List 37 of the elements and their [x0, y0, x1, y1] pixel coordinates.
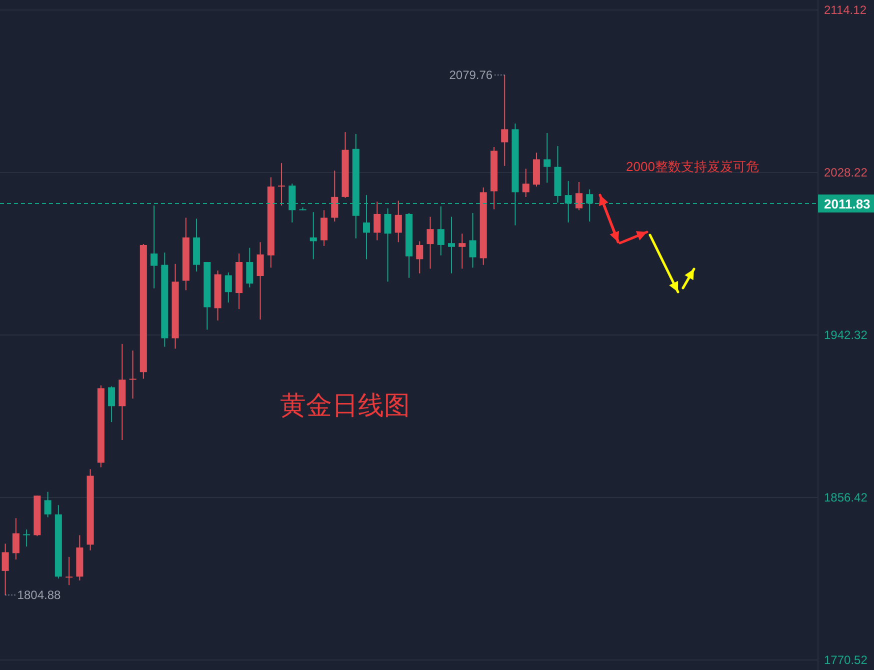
candlestick: [384, 208, 392, 282]
candlestick: [544, 132, 551, 184]
candlestick: [374, 201, 381, 241]
candlestick: [501, 74, 508, 166]
candlestick: [416, 240, 424, 274]
candlestick: [394, 200, 402, 243]
candlestick: [331, 170, 338, 222]
candlestick: [224, 272, 232, 303]
candlestick: [448, 216, 455, 274]
candlestick: [437, 206, 444, 256]
candlestick: [108, 386, 116, 423]
candlestick: [44, 491, 52, 518]
candlestick: [2, 543, 9, 596]
y-tick-label: 2028.22: [824, 166, 868, 180]
candlestick: [12, 518, 20, 560]
candlestick: [23, 529, 30, 548]
candlestick: [426, 216, 434, 270]
candlestick: [246, 247, 254, 288]
candlestick: [310, 212, 317, 260]
y-tick-label: 1942.32: [824, 328, 868, 342]
candlestick: [469, 212, 476, 268]
candlestick: [278, 162, 286, 206]
candlestick: [129, 350, 136, 400]
candlestick: [575, 181, 582, 211]
annotation: 1804.88: [17, 588, 62, 602]
annotation: 2079.76: [449, 68, 493, 82]
candlestick: [320, 210, 328, 246]
text: 黄金日线图: [280, 390, 410, 420]
y-tick-label: 1856.42: [824, 490, 868, 504]
ref-line-label: 2011.83: [824, 196, 870, 212]
candlestick: [66, 556, 73, 586]
annotation: 2000整数支持岌岌可危: [626, 159, 759, 174]
y-tick-label: 2114.12: [824, 3, 867, 17]
candlestick: [522, 168, 530, 198]
candlestick: [256, 242, 264, 320]
y-tick-label: 1770.52: [824, 653, 868, 667]
candlestick: [458, 233, 466, 270]
